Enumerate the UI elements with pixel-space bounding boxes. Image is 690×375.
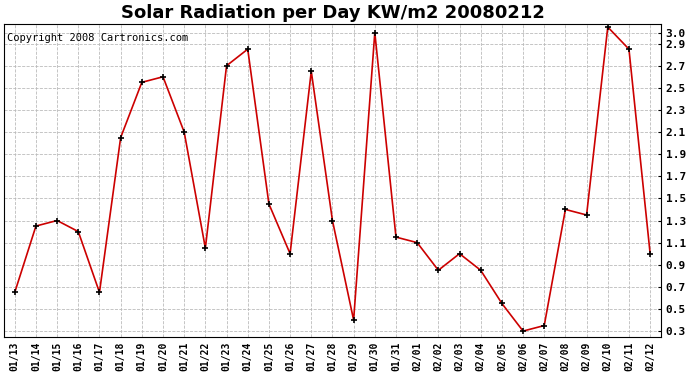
Text: Copyright 2008 Cartronics.com: Copyright 2008 Cartronics.com: [8, 33, 188, 43]
Title: Solar Radiation per Day KW/m2 20080212: Solar Radiation per Day KW/m2 20080212: [121, 4, 544, 22]
